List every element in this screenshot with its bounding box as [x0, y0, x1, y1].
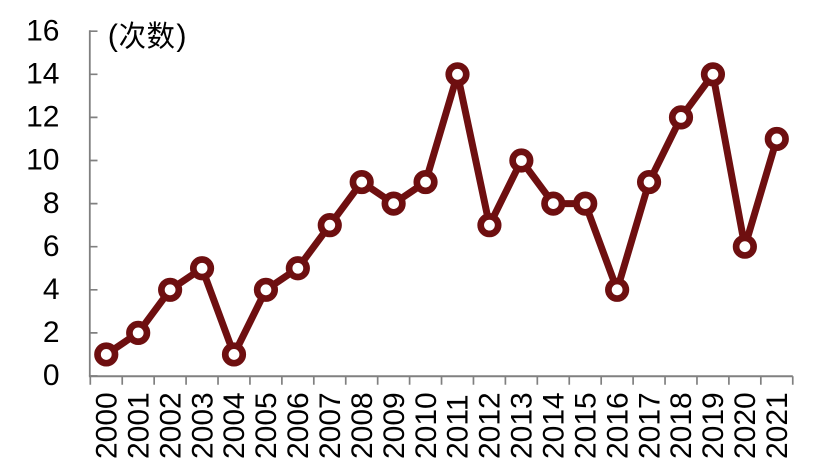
- svg-text:2018: 2018: [665, 392, 698, 459]
- svg-text:2001: 2001: [122, 392, 155, 459]
- svg-text:2013: 2013: [506, 392, 539, 459]
- svg-text:2020: 2020: [729, 392, 762, 459]
- svg-text:6: 6: [43, 230, 60, 263]
- svg-text:2005: 2005: [250, 392, 283, 459]
- svg-text:2017: 2017: [633, 392, 666, 459]
- svg-text:2021: 2021: [761, 392, 794, 459]
- svg-text:8: 8: [43, 187, 60, 220]
- svg-text:2019: 2019: [697, 392, 730, 459]
- svg-text:2015: 2015: [569, 392, 602, 459]
- svg-text:2000: 2000: [90, 392, 123, 459]
- svg-text:0: 0: [43, 359, 60, 392]
- svg-text:2010: 2010: [410, 392, 443, 459]
- svg-text:2002: 2002: [154, 392, 187, 459]
- svg-text:2012: 2012: [474, 392, 507, 459]
- svg-text:): ): [176, 19, 186, 53]
- svg-text:2006: 2006: [282, 392, 315, 459]
- svg-text:2011: 2011: [442, 394, 475, 459]
- svg-text:4: 4: [43, 273, 60, 306]
- svg-text:2014: 2014: [537, 392, 570, 459]
- svg-text:10: 10: [26, 144, 59, 177]
- svg-text:2009: 2009: [378, 392, 411, 459]
- svg-text:2: 2: [43, 316, 60, 349]
- svg-text:2007: 2007: [314, 392, 347, 459]
- svg-text:16: 16: [26, 14, 59, 47]
- svg-text:12: 12: [26, 101, 59, 134]
- svg-text:2008: 2008: [346, 392, 379, 459]
- svg-text:14: 14: [26, 58, 59, 91]
- svg-text:2004: 2004: [218, 392, 251, 459]
- svg-text:2003: 2003: [186, 392, 219, 459]
- svg-text:(: (: [108, 19, 118, 53]
- svg-text:2016: 2016: [601, 392, 634, 459]
